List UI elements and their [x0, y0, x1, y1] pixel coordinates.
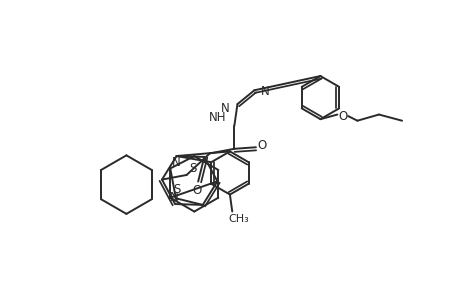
- Text: O: O: [191, 184, 201, 196]
- Text: N: N: [169, 190, 178, 204]
- Text: N: N: [260, 85, 269, 98]
- Text: S: S: [173, 183, 180, 196]
- Text: O: O: [337, 110, 347, 123]
- Text: N: N: [220, 102, 229, 115]
- Text: S: S: [189, 162, 196, 175]
- Text: NH: NH: [209, 111, 226, 124]
- Text: N: N: [171, 157, 180, 169]
- Text: O: O: [257, 139, 266, 152]
- Text: CH₃: CH₃: [228, 214, 248, 224]
